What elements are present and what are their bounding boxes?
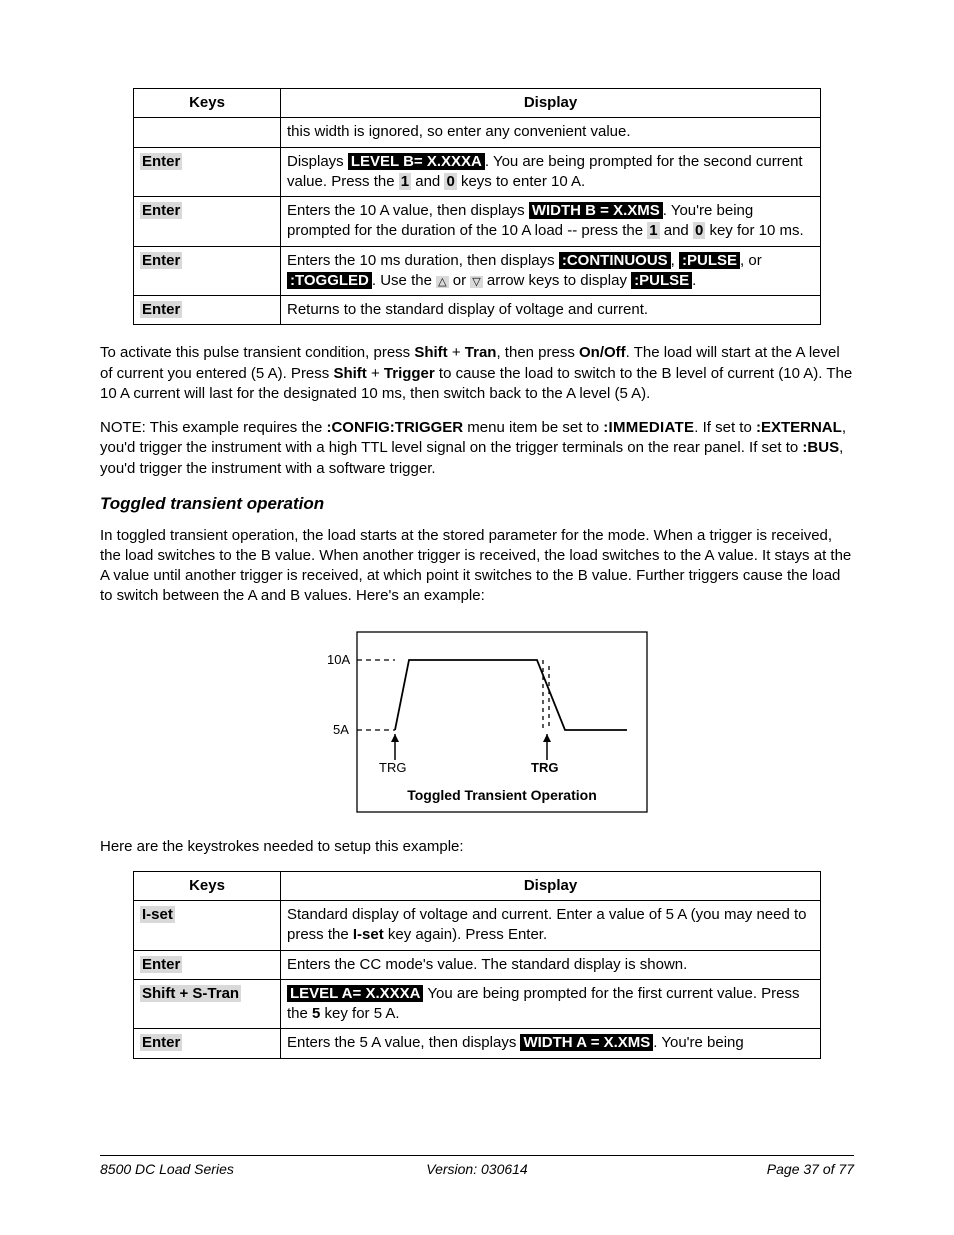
paragraph-note: NOTE: This example requires the :CONFIG:… — [100, 418, 854, 479]
svg-text:5A: 5A — [333, 722, 349, 737]
cell-keys: Enter — [134, 147, 281, 197]
page: Keys Display this width is ignored, so e… — [0, 0, 954, 1235]
cell-keys — [134, 118, 281, 147]
cell-display: LEVEL A= X.XXXA You are being prompted f… — [281, 979, 821, 1029]
cell-keys: Enter — [134, 950, 281, 979]
cell-display: Enters the 10 ms duration, then displays… — [281, 246, 821, 296]
footer-center: Version: 030614 — [351, 1160, 602, 1179]
table-2: Keys Display I-setStandard display of vo… — [133, 871, 821, 1059]
paragraph-toggled-desc: In toggled transient operation, the load… — [100, 526, 854, 607]
table-row: EnterEnters the 10 ms duration, then dis… — [134, 246, 821, 296]
cell-display: Enters the 5 A value, then displays WIDT… — [281, 1029, 821, 1058]
cell-keys: Enter — [134, 197, 281, 247]
section-title: Toggled transient operation — [100, 493, 854, 516]
svg-text:Toggled Transient Operation: Toggled Transient Operation — [407, 787, 597, 803]
th-display: Display — [281, 871, 821, 900]
table-1: Keys Display this width is ignored, so e… — [133, 88, 821, 325]
cell-display: Enters the 10 A value, then displays WID… — [281, 197, 821, 247]
svg-text:TRG: TRG — [531, 760, 558, 775]
table-row: Shift + S-TranLEVEL A= X.XXXA You are be… — [134, 979, 821, 1029]
th-keys: Keys — [134, 89, 281, 118]
cell-keys: Enter — [134, 1029, 281, 1058]
paragraph-keystrokes-intro: Here are the keystrokes needed to setup … — [100, 837, 854, 857]
table-row: I-setStandard display of voltage and cur… — [134, 901, 821, 951]
table-row: this width is ignored, so enter any conv… — [134, 118, 821, 147]
cell-display: Standard display of voltage and current.… — [281, 901, 821, 951]
cell-keys: Shift + S-Tran — [134, 979, 281, 1029]
svg-text:TRG: TRG — [379, 760, 406, 775]
table-header-row: Keys Display — [134, 89, 821, 118]
th-display: Display — [281, 89, 821, 118]
footer-right: Page 37 of 77 — [603, 1160, 854, 1179]
cell-display: Returns to the standard display of volta… — [281, 296, 821, 325]
table-row: EnterEnters the 10 A value, then display… — [134, 197, 821, 247]
footer: 8500 DC Load Series Version: 030614 Page… — [100, 1155, 854, 1179]
table-row: EnterDisplays LEVEL B= X.XXXA. You are b… — [134, 147, 821, 197]
cell-keys: Enter — [134, 296, 281, 325]
th-keys: Keys — [134, 871, 281, 900]
cell-keys: Enter — [134, 246, 281, 296]
cell-display: this width is ignored, so enter any conv… — [281, 118, 821, 147]
paragraph-activate: To activate this pulse transient conditi… — [100, 343, 854, 404]
toggled-diagram: 10A5ATRGTRGToggled Transient Operation — [296, 621, 658, 823]
svg-text:10A: 10A — [327, 652, 350, 667]
table-row: EnterEnters the 5 A value, then displays… — [134, 1029, 821, 1058]
table-header-row: Keys Display — [134, 871, 821, 900]
cell-display: Enters the CC mode's value. The standard… — [281, 950, 821, 979]
table-row: EnterReturns to the standard display of … — [134, 296, 821, 325]
table-row: EnterEnters the CC mode's value. The sta… — [134, 950, 821, 979]
cell-display: Displays LEVEL B= X.XXXA. You are being … — [281, 147, 821, 197]
cell-keys: I-set — [134, 901, 281, 951]
footer-left: 8500 DC Load Series — [100, 1160, 351, 1179]
